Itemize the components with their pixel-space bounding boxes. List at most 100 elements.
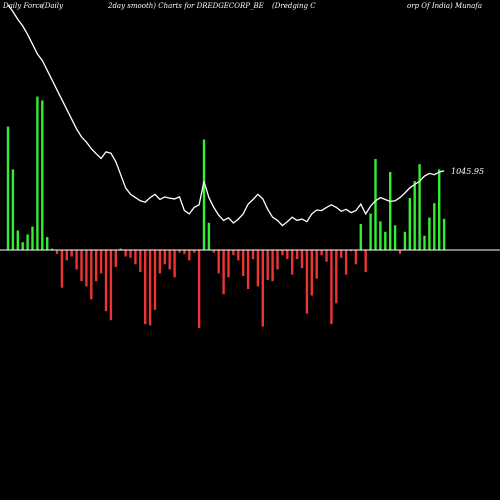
force-bar <box>119 248 122 250</box>
force-bar <box>374 159 377 250</box>
force-bar <box>139 250 142 273</box>
chart-header: Daily Force (Daily 2day smooth) Charts f… <box>2 2 482 10</box>
force-bar <box>325 250 328 262</box>
force-bar <box>315 250 318 279</box>
header-segment-2: (Daily <box>42 2 64 10</box>
force-bar <box>109 250 113 321</box>
force-bar <box>217 250 220 274</box>
force-bar <box>90 250 93 300</box>
force-bar <box>163 250 166 265</box>
force-bar <box>291 250 294 275</box>
force-bar <box>408 198 411 250</box>
force-bar <box>305 250 309 314</box>
header-segment-5: orp Of India) Munafa <box>407 2 482 10</box>
force-bar <box>227 250 230 278</box>
price-line <box>7 4 445 227</box>
force-bar <box>26 234 29 250</box>
force-bar <box>330 250 333 325</box>
force-bar <box>188 250 191 261</box>
force-bar <box>433 203 436 250</box>
force-bar <box>413 181 416 250</box>
force-bar <box>207 222 211 250</box>
force-bar <box>281 250 284 256</box>
force-bar <box>158 250 162 274</box>
force-bar <box>364 250 367 273</box>
force-bar <box>232 250 235 256</box>
force-bar <box>398 250 402 254</box>
force-bar <box>178 250 181 253</box>
force-bar <box>197 250 201 328</box>
force-bar <box>286 250 289 260</box>
force-bar <box>75 250 78 270</box>
force-bar <box>340 250 343 258</box>
force-bar <box>359 224 362 250</box>
force-bar <box>31 226 34 250</box>
force-bar <box>153 250 157 310</box>
force-bar <box>202 139 206 250</box>
force-bar <box>428 217 431 250</box>
force-bar <box>11 169 15 250</box>
header-segment-1: Daily Force <box>2 2 44 10</box>
force-bar <box>242 250 245 276</box>
force-bar <box>85 250 88 287</box>
force-bar <box>41 100 44 250</box>
force-bar <box>173 250 176 278</box>
force-bar <box>295 250 299 260</box>
force-bar <box>80 250 83 282</box>
force-bar <box>344 250 348 275</box>
header-segment-4: (Dredging C <box>272 2 316 10</box>
force-bar <box>403 231 407 250</box>
force-bar <box>36 96 39 250</box>
force-bar <box>124 250 127 257</box>
force-bar <box>354 250 358 265</box>
force-bar <box>379 221 382 250</box>
force-bar <box>21 242 24 250</box>
force-bar <box>300 250 304 269</box>
force-bar <box>369 213 372 250</box>
force-bar <box>246 250 250 289</box>
force-bar <box>423 235 426 250</box>
force-bar <box>168 250 171 270</box>
force-bar <box>418 164 421 250</box>
force-bar <box>271 250 274 282</box>
force-bar <box>60 250 64 288</box>
force-bar <box>65 250 68 261</box>
force-bar <box>70 250 73 257</box>
force-bar <box>389 172 392 250</box>
force-bar <box>99 250 103 274</box>
header-segment-3: 2day smooth) Charts for DREDGECORP_BE <box>107 2 264 10</box>
force-bar <box>95 250 98 282</box>
force-bar <box>266 250 269 280</box>
force-bar <box>261 250 264 327</box>
force-bar <box>438 169 441 250</box>
force-bar <box>114 250 117 267</box>
force-bar <box>442 218 446 250</box>
force-bar <box>50 248 54 250</box>
last-price-label: 1045.95 <box>451 167 484 176</box>
force-bar <box>212 250 215 253</box>
force-bar <box>335 250 338 304</box>
force-bar <box>393 225 397 250</box>
force-bar <box>16 230 19 250</box>
force-bar <box>193 250 196 253</box>
force-bar <box>55 250 59 254</box>
force-bar <box>104 250 108 312</box>
force-bar <box>320 250 323 256</box>
force-bar <box>144 250 147 325</box>
force-bar <box>148 250 152 326</box>
force-bar <box>222 250 225 295</box>
force-bar <box>129 250 132 258</box>
force-bar <box>384 231 387 250</box>
force-bar <box>183 250 186 254</box>
force-bar <box>251 250 255 260</box>
force-bar <box>276 250 279 270</box>
force-bar <box>134 250 137 265</box>
force-bars <box>6 96 446 328</box>
force-bar <box>310 250 313 296</box>
force-bar <box>256 250 260 287</box>
force-bar <box>237 250 240 261</box>
force-bar <box>6 126 10 250</box>
force-bar <box>349 250 353 252</box>
